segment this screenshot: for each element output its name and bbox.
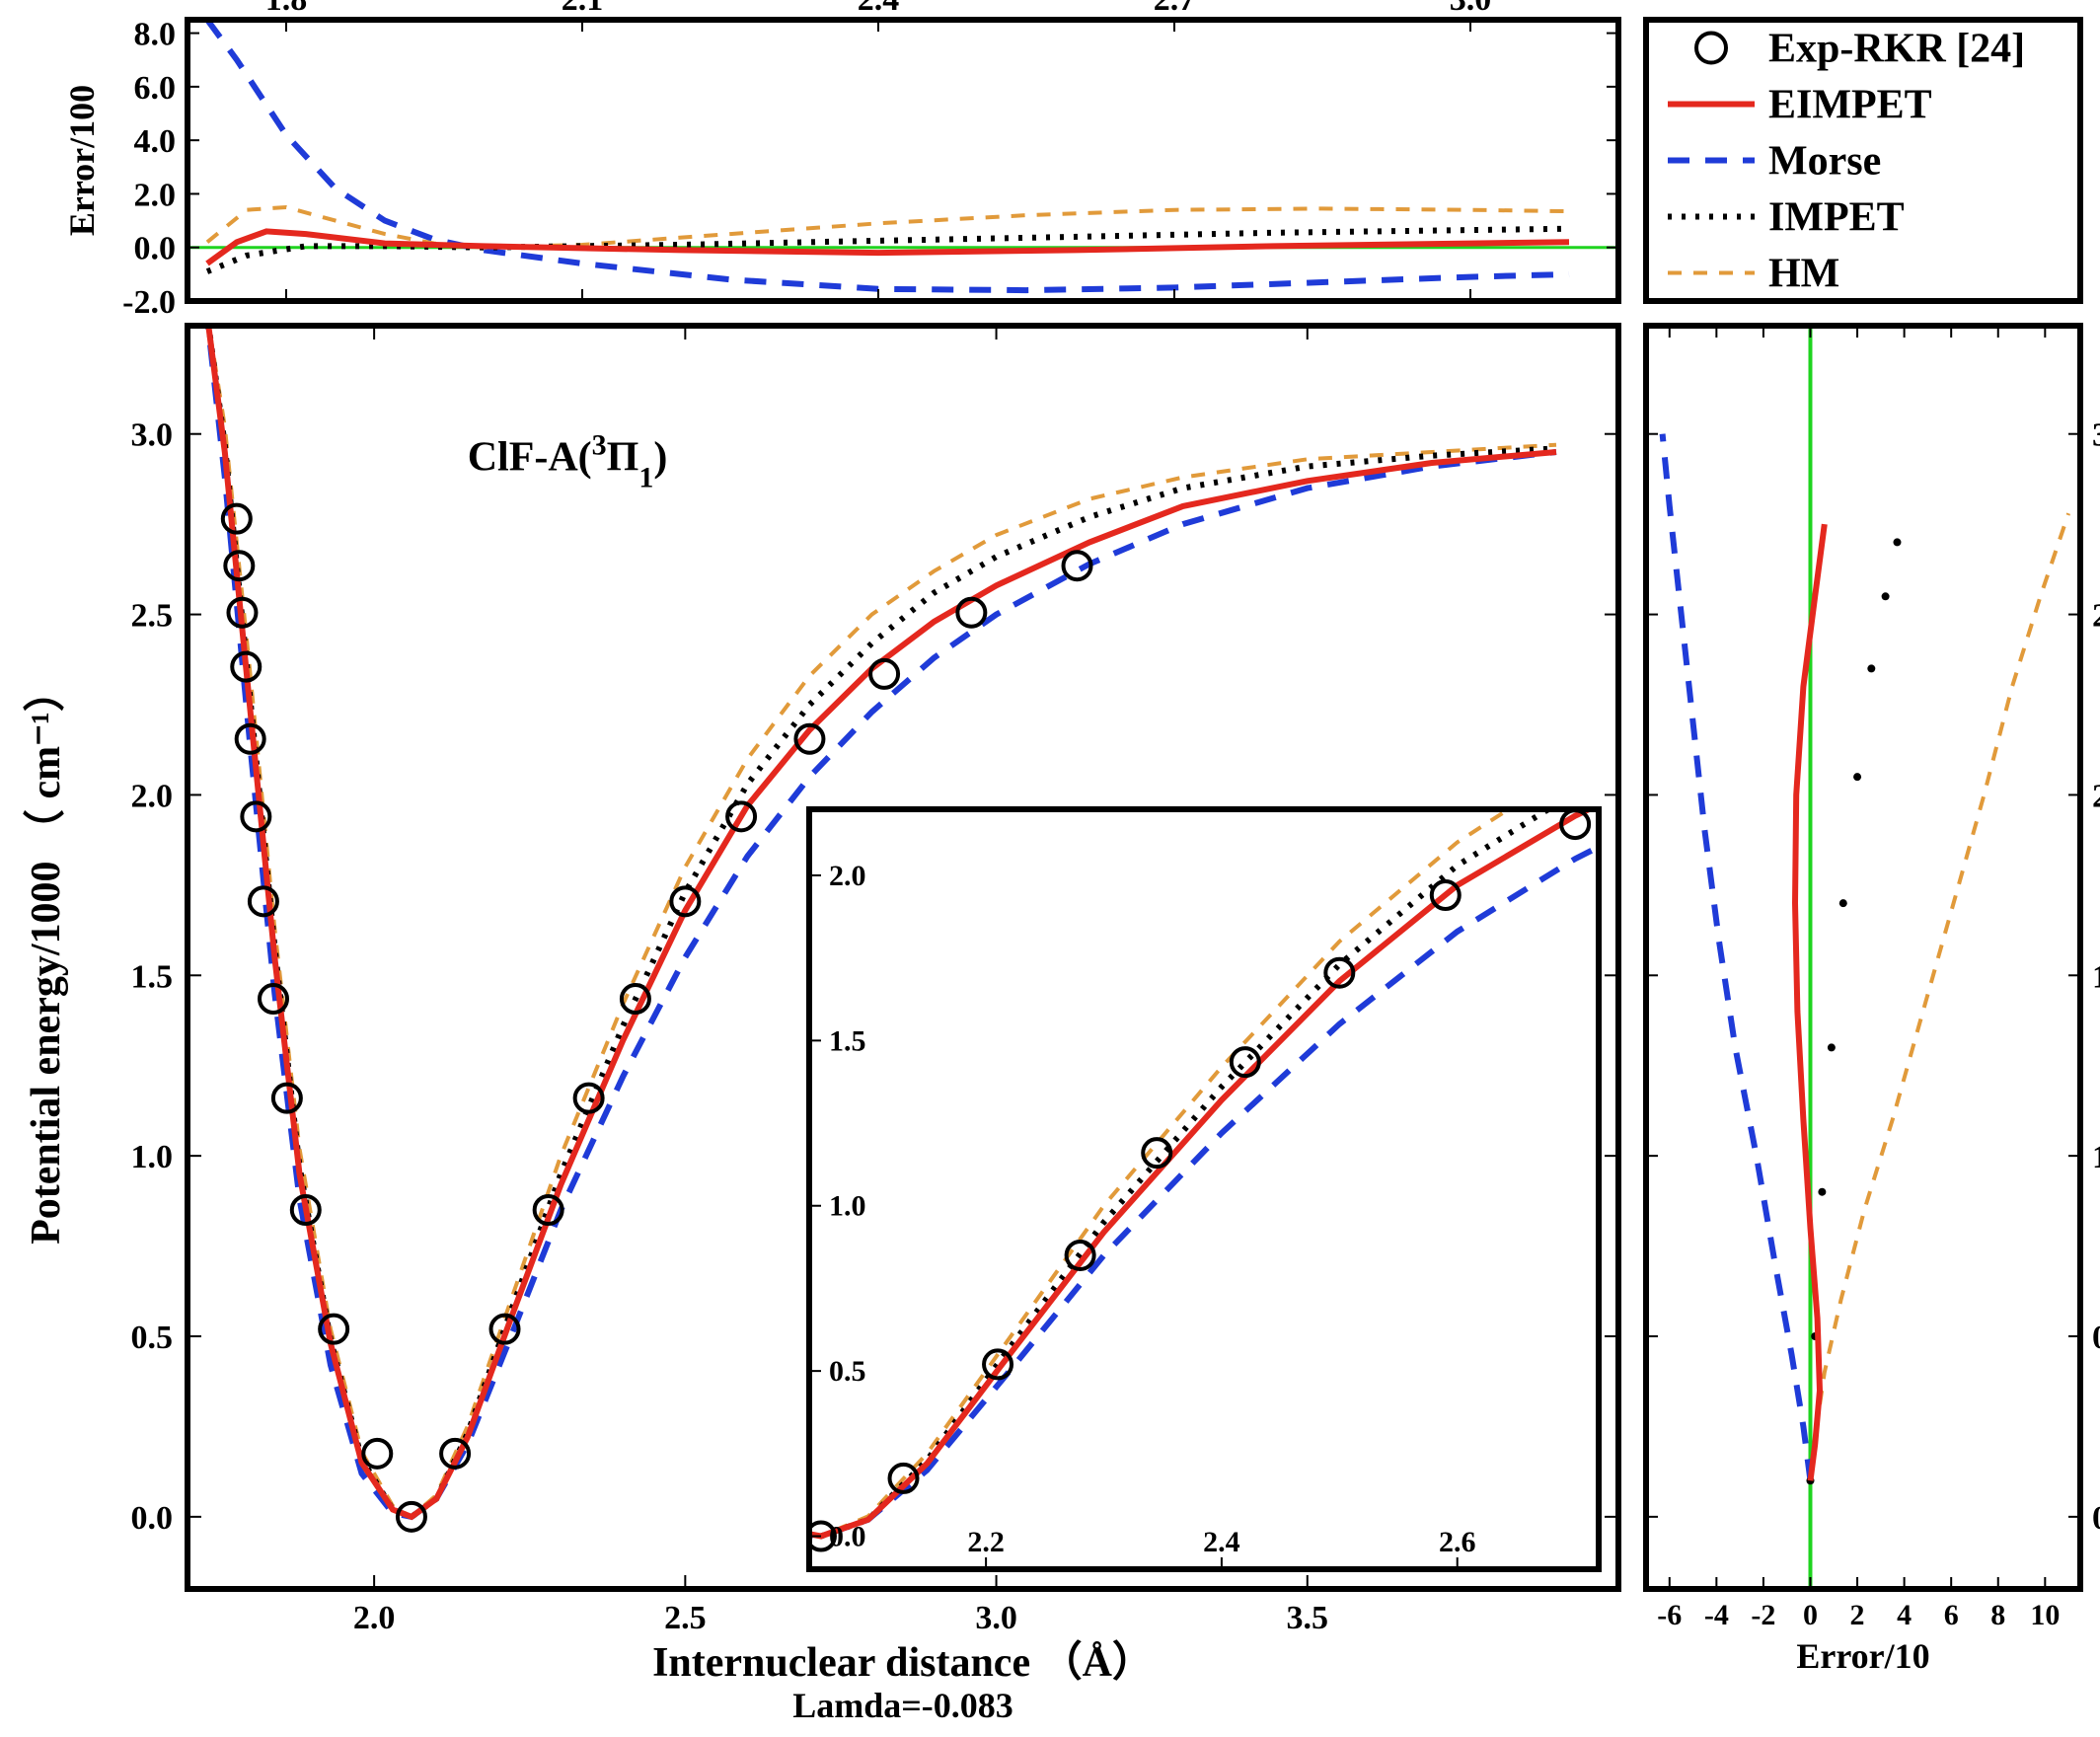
svg-text:0.5: 0.5 <box>2092 1320 2100 1356</box>
figure-root: 1.8 2.1 2.4 2.7 3.0 -2.0 0.0 2.0 4.0 6.0 8.0 Error/… <box>0 0 2100 1737</box>
right-impet-dot <box>1818 1188 1826 1196</box>
right-impet-dot <box>1853 773 1861 781</box>
svg-text:-2: -2 <box>1751 1599 1775 1631</box>
svg-text:0.0: 0.0 <box>134 231 177 267</box>
svg-text:0.0: 0.0 <box>2092 1500 2100 1537</box>
svg-text:3.0: 3.0 <box>131 417 174 454</box>
right-impet-dot <box>1828 1043 1836 1051</box>
main-ylabel: Potential energy/1000 （ cm⁻¹） <box>23 670 69 1245</box>
svg-text:3.0: 3.0 <box>2092 417 2100 454</box>
svg-text:2.6: 2.6 <box>1439 1526 1476 1558</box>
legend-label: EIMPET <box>1768 83 1932 128</box>
svg-text:-2.0: -2.0 <box>122 284 176 321</box>
right-impet-dot <box>1893 538 1901 546</box>
svg-text:2.4: 2.4 <box>858 0 900 18</box>
right-xlabel: Error/10 <box>1796 1636 1929 1676</box>
svg-text:2.5: 2.5 <box>664 1600 707 1636</box>
main-annotation: ClF-A(3Π1) <box>468 428 668 493</box>
svg-text:2.2: 2.2 <box>967 1526 1005 1558</box>
svg-text:3.5: 3.5 <box>1287 1600 1329 1636</box>
exp-marker <box>223 505 251 533</box>
svg-text:0: 0 <box>1803 1599 1818 1631</box>
right-morse-line <box>1663 434 1811 1481</box>
inset-panel: 2.2 2.4 2.6 0.0 0.5 1.0 1.5 2.0 <box>726 711 1692 1569</box>
svg-text:1.0: 1.0 <box>2092 1139 2100 1175</box>
svg-text:2.0: 2.0 <box>353 1600 396 1636</box>
right-impet-dot <box>1867 664 1875 672</box>
svg-text:4: 4 <box>1897 1599 1912 1631</box>
svg-text:3.0: 3.0 <box>975 1600 1017 1636</box>
svg-text:0.0: 0.0 <box>829 1521 866 1553</box>
top-error-panel: 1.8 2.1 2.4 2.7 3.0 -2.0 0.0 2.0 4.0 6.0 8.0 Error/… <box>62 0 1618 321</box>
exp-marker <box>870 660 898 688</box>
legend-label: HM <box>1768 252 1839 297</box>
svg-text:3.0: 3.0 <box>1450 0 1492 18</box>
right-impet-dot <box>1882 592 1890 600</box>
svg-text:10: 10 <box>2030 1599 2060 1631</box>
svg-text:2.7: 2.7 <box>1154 0 1196 18</box>
svg-text:1.5: 1.5 <box>2092 958 2100 995</box>
svg-text:6.0: 6.0 <box>134 70 177 107</box>
svg-text:2.0: 2.0 <box>2092 778 2100 814</box>
svg-text:4.0: 4.0 <box>134 123 177 160</box>
svg-text:1.8: 1.8 <box>265 0 308 18</box>
legend-label: Exp-RKR [24] <box>1768 27 2025 72</box>
svg-text:0.0: 0.0 <box>131 1500 174 1537</box>
exp-marker <box>363 1440 391 1468</box>
svg-text:8.0: 8.0 <box>134 17 177 53</box>
svg-text:2.0: 2.0 <box>131 778 174 814</box>
main-sub-label: Lamda=-0.083 <box>792 1686 1013 1725</box>
right-impet-dot <box>1839 899 1847 907</box>
right-error-panel: -6 -4 -2 02468 10 0.0 0.5 1.0 1.5 2.0 2.5 3.0 Error/… <box>1646 326 2100 1676</box>
main-xlabel: Internuclear distance （Å） <box>652 1639 1154 1686</box>
svg-text:2.4: 2.4 <box>1203 1526 1240 1558</box>
top-ylabel: Error/100 <box>62 85 102 236</box>
svg-text:1.5: 1.5 <box>829 1024 866 1057</box>
svg-text:0.5: 0.5 <box>829 1355 866 1388</box>
svg-text:-6: -6 <box>1657 1599 1682 1631</box>
svg-text:2.0: 2.0 <box>829 860 866 892</box>
svg-text:-4: -4 <box>1704 1599 1729 1631</box>
legend-box: Exp-RKR [24] EIMPET Morse IMPET HM <box>1646 20 2080 301</box>
svg-text:2.0: 2.0 <box>134 177 177 213</box>
svg-text:1.5: 1.5 <box>131 958 174 995</box>
svg-text:8: 8 <box>1990 1599 2005 1631</box>
svg-text:2.5: 2.5 <box>131 598 174 635</box>
svg-text:2.1: 2.1 <box>562 0 604 18</box>
svg-text:2: 2 <box>1850 1599 1865 1631</box>
svg-text:2.5: 2.5 <box>2092 598 2100 635</box>
svg-text:0.5: 0.5 <box>131 1320 174 1356</box>
legend-label: Morse <box>1768 139 1881 185</box>
right-hm-line <box>1811 513 2069 1480</box>
svg-text:6: 6 <box>1944 1599 1959 1631</box>
svg-text:1.0: 1.0 <box>829 1190 866 1223</box>
legend-label: IMPET <box>1768 195 1905 241</box>
svg-text:1.0: 1.0 <box>131 1139 174 1175</box>
